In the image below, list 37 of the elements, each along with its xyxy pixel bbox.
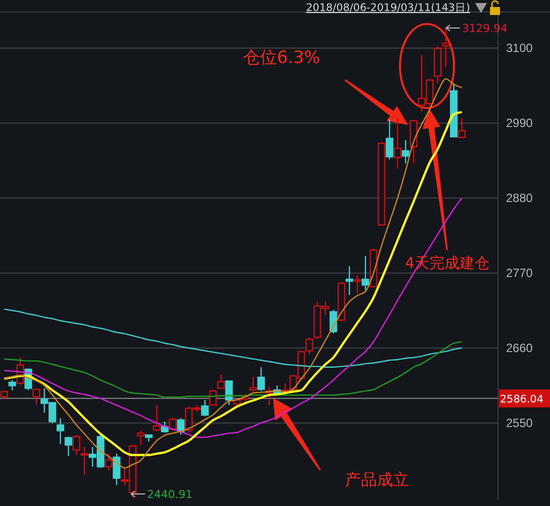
candlestick: [201, 399, 209, 417]
line-series: [4, 308, 462, 368]
candlestick: [386, 118, 394, 160]
ref-line-label: 2586.04: [500, 393, 544, 406]
candlestick: [346, 266, 354, 296]
candlestick: [8, 379, 16, 391]
candlestick: [104, 452, 112, 472]
annotation: 2440.91: [147, 488, 192, 501]
annotation: 仓位6.3%: [243, 48, 320, 68]
chart-title: 2018/08/06-2019/03/11(143日): [306, 2, 470, 14]
annotation: 3129.94: [462, 22, 508, 35]
candlestick: [56, 418, 64, 445]
candlestick: [64, 436, 72, 457]
candlestick: [136, 430, 144, 446]
candlestick: [249, 376, 257, 392]
candlestick: [152, 404, 161, 432]
y-tick-label: 2990: [506, 116, 534, 130]
candlestick: [168, 416, 177, 432]
candlestick: [394, 118, 402, 169]
y-tick-label: 2880: [506, 190, 534, 205]
candlestick: [112, 453, 120, 486]
annotation: 产品成立: [345, 470, 409, 489]
candlestick: [217, 374, 225, 390]
y-tick-label: 2770: [506, 266, 534, 280]
candlestick: [354, 274, 362, 294]
candlestick: [32, 388, 40, 406]
y-tick-label: 2660: [506, 340, 534, 355]
candlestick: [458, 118, 466, 139]
candlestick: [209, 388, 217, 406]
y-tick-label: 3100: [506, 40, 534, 55]
candlestick: [80, 446, 88, 476]
candlestick: [442, 27, 450, 68]
candlestick: [72, 434, 80, 456]
candlestick: [257, 366, 265, 392]
candlestick: [402, 140, 410, 164]
candlestick: [362, 255, 370, 291]
y-tick-label: 2550: [506, 416, 534, 430]
